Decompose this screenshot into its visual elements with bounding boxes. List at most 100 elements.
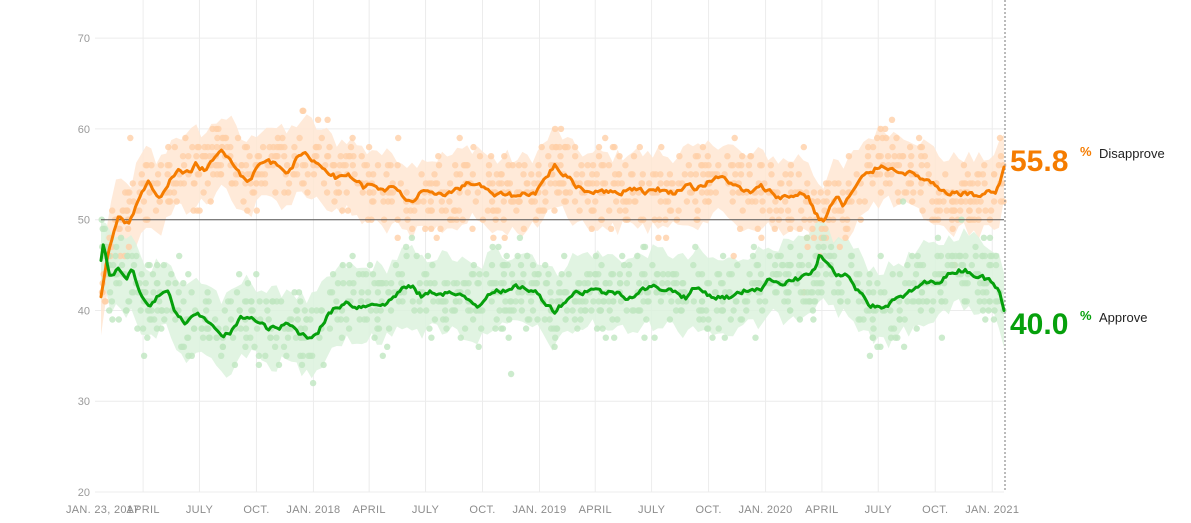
approve-poll-dot bbox=[896, 316, 903, 323]
disapprove-poll-dot bbox=[864, 153, 872, 160]
approve-poll-dot bbox=[917, 307, 924, 314]
approve-poll-dot bbox=[766, 252, 773, 260]
disapprove-poll-dot bbox=[987, 207, 995, 214]
disapprove-poll-dot bbox=[253, 180, 260, 187]
disapprove-poll-dot bbox=[981, 162, 988, 169]
disapprove-poll-dot bbox=[109, 207, 116, 214]
approve-poll-dot bbox=[180, 343, 188, 350]
disapprove-poll-dot bbox=[747, 153, 755, 160]
approve-poll-dot bbox=[176, 252, 183, 260]
disapprove-poll-dot bbox=[342, 162, 349, 169]
disapprove-poll-dot bbox=[281, 143, 288, 151]
approve-poll-dot bbox=[610, 298, 617, 305]
approve-poll-dot bbox=[190, 325, 198, 332]
disapprove-poll-dot bbox=[314, 116, 322, 124]
disapprove-poll-dot bbox=[173, 198, 180, 205]
approve-poll-dot bbox=[690, 298, 697, 305]
disapprove-poll-dot bbox=[152, 207, 160, 214]
approve-poll-dot bbox=[673, 280, 680, 287]
approve-poll-dot bbox=[815, 289, 822, 296]
disapprove-poll-dot bbox=[795, 171, 802, 178]
approve-poll-dot bbox=[866, 352, 874, 359]
disapprove-poll-dot bbox=[856, 198, 863, 205]
approve-poll-dot bbox=[887, 307, 894, 314]
disapprove-poll-dot bbox=[825, 180, 832, 187]
disapprove-poll-dot bbox=[772, 198, 779, 205]
approve-poll-dot bbox=[503, 252, 510, 260]
approve-poll-dot bbox=[637, 307, 644, 314]
disapprove-poll-dot bbox=[996, 134, 1004, 142]
disapprove-poll-dot bbox=[485, 171, 493, 178]
approve-poll-dot bbox=[185, 271, 192, 278]
approve-poll-dot bbox=[130, 289, 137, 296]
disapprove-poll-dot bbox=[409, 225, 416, 232]
disapprove-poll-dot bbox=[888, 171, 895, 178]
disapprove-poll-dot bbox=[394, 162, 401, 169]
disapprove-poll-dot bbox=[873, 171, 880, 178]
disapprove-poll-dot bbox=[488, 198, 496, 205]
disapprove-poll-dot bbox=[554, 189, 561, 196]
disapprove-poll-dot bbox=[528, 171, 535, 178]
approve-poll-dot bbox=[153, 325, 161, 332]
disapprove-poll-dot bbox=[125, 243, 133, 251]
approve-poll-dot bbox=[777, 252, 784, 260]
approve-poll-dot bbox=[263, 298, 270, 305]
approve-poll-dot bbox=[809, 307, 817, 314]
disapprove-poll-dot bbox=[291, 143, 298, 151]
approve-poll-dot bbox=[586, 271, 594, 278]
approve-poll-dot bbox=[309, 379, 317, 387]
approve-poll-dot bbox=[630, 307, 637, 314]
approve-poll-dot bbox=[333, 298, 340, 305]
approve-poll-dot bbox=[379, 352, 386, 359]
disapprove-poll-dot bbox=[601, 180, 609, 187]
approve-poll-dot bbox=[742, 298, 749, 305]
approve-poll-dot bbox=[395, 298, 403, 305]
approve-poll-dot bbox=[134, 325, 141, 332]
approve-poll-dot bbox=[398, 280, 405, 287]
approve-poll-dot bbox=[877, 289, 884, 296]
disapprove-poll-dot bbox=[215, 125, 222, 133]
approve-poll-dot bbox=[575, 280, 582, 287]
approve-poll-dot bbox=[318, 307, 326, 314]
approve-poll-dot bbox=[556, 280, 563, 287]
disapprove-poll-dot bbox=[962, 198, 969, 205]
approve-poll-dot bbox=[590, 298, 597, 305]
disapprove-poll-dot bbox=[676, 153, 683, 160]
approve-poll-dot bbox=[827, 243, 835, 251]
approve-poll-dot bbox=[597, 307, 604, 314]
approve-poll-dot bbox=[248, 298, 255, 305]
disapprove-poll-dot bbox=[395, 134, 402, 142]
approve-poll-dot bbox=[514, 252, 521, 260]
disapprove-poll-dot bbox=[223, 143, 231, 151]
approve-poll-dot bbox=[500, 261, 508, 269]
approve-poll-dot bbox=[236, 271, 243, 278]
approve-poll-dot bbox=[398, 271, 406, 278]
approve-label: Approve bbox=[1099, 310, 1147, 325]
disapprove-poll-dot bbox=[498, 180, 505, 187]
disapprove-poll-dot bbox=[657, 198, 664, 205]
approve-poll-dot bbox=[815, 243, 822, 251]
approve-poll-dot bbox=[619, 252, 626, 260]
disapprove-poll-dot bbox=[730, 252, 737, 260]
approve-poll-dot bbox=[855, 298, 863, 305]
disapprove-poll-dot bbox=[909, 198, 916, 205]
disapprove-poll-dot bbox=[349, 162, 356, 169]
disapprove-poll-dot bbox=[191, 180, 198, 187]
disapprove-poll-dot bbox=[427, 198, 434, 205]
approve-poll-dot bbox=[952, 252, 959, 260]
approve-poll-dot bbox=[110, 261, 117, 269]
disapprove-poll-dot bbox=[602, 134, 609, 142]
disapprove-poll-dot bbox=[675, 207, 682, 214]
approve-poll-dot bbox=[478, 325, 485, 332]
x-tick-label: JAN. 2021 bbox=[965, 504, 1019, 516]
approve-poll-dot bbox=[588, 307, 595, 314]
disapprove-poll-dot bbox=[208, 143, 216, 151]
approve-poll-dot bbox=[423, 307, 430, 314]
approve-poll-dot bbox=[101, 225, 108, 232]
disapprove-label: Disapprove bbox=[1099, 146, 1165, 161]
approve-poll-dot bbox=[919, 261, 927, 269]
approve-poll-dot bbox=[490, 280, 498, 287]
disapprove-poll-dot bbox=[470, 143, 477, 151]
disapprove-poll-dot bbox=[166, 198, 173, 205]
